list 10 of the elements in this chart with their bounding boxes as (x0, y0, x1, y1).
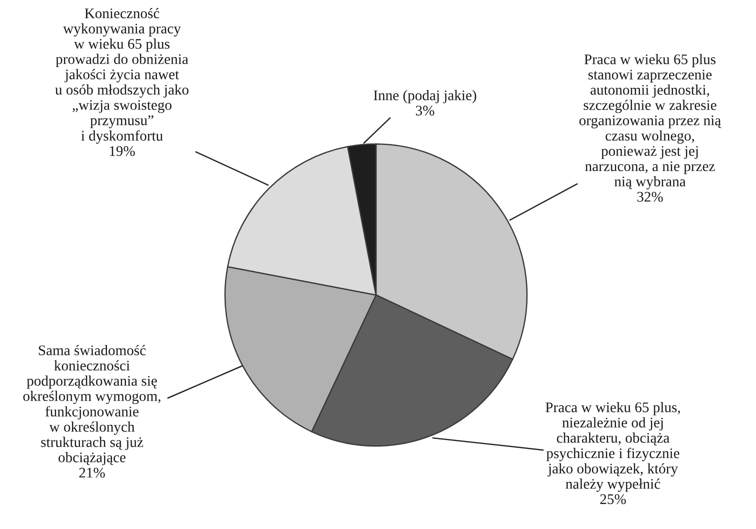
slice-label: Inne (podaj jakie) (374, 90, 476, 104)
data-label: 25% (600, 494, 626, 504)
data-label: 32% (637, 192, 663, 202)
slice-label: Praca w wieku 65 plus, niezależnie od jej charakteru, obciąża psychicznie i fizycznie jako obowiązek, który należy wypełnić (546, 402, 680, 492)
slice-label: Sama świadomość konieczności podporządkowania się określonym wymogom, funkcjonowanie w określonych strukturach są już obciążające (23, 344, 160, 466)
data-label: 19% (110, 146, 135, 156)
category-label: Konieczność wykonywania pracy w wieku 65 plus prowadzi do obniżenia jakości życia nawet u osób młodszych jako „wizja swoistego przymusu” i dyskomfortu (55, 8, 188, 144)
category-label: Praca w wieku 65 plus stanowi zaprzeczenie autonomii jednostki, szczególnie w zakresie organizowania przez nią czasu wolnego, ponieważ jest jej narzucona, a nie przez nią wybrana (579, 54, 722, 190)
data-label: 3% (416, 106, 434, 116)
data-label: 21% (79, 468, 105, 478)
